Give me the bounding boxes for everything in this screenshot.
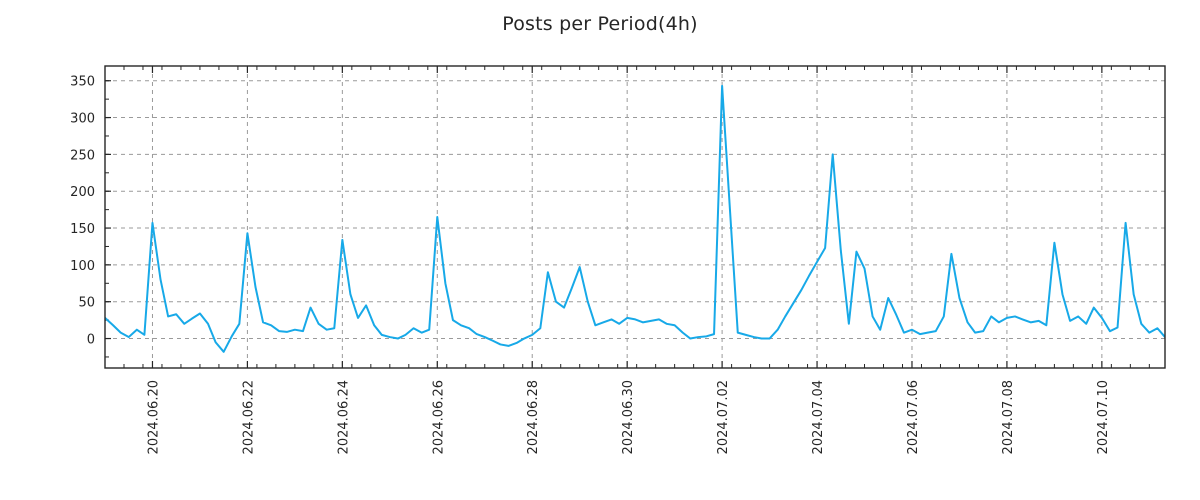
y-tick-label: 150	[70, 222, 95, 237]
x-tick-label: 2024.06.24	[336, 380, 351, 454]
y-tick-label: 100	[70, 259, 95, 274]
y-axis-tick-labels: 0 50 100 150 200 250 300 350	[70, 75, 95, 348]
x-tick-label: 2024.06.20	[146, 380, 161, 454]
plot-frame	[104, 65, 1166, 369]
y-tick-label: 350	[70, 75, 95, 90]
x-tick-label: 2024.06.28	[526, 380, 541, 454]
x-tick-label: 2024.07.02	[716, 380, 731, 454]
x-tick-label: 2024.07.08	[1001, 380, 1016, 454]
x-tick-label: 2024.07.04	[811, 380, 826, 454]
y-tick-label: 200	[70, 185, 95, 200]
x-tick-label: 2024.07.10	[1096, 380, 1111, 454]
x-tick-label: 2024.06.30	[621, 380, 636, 454]
page-title: Posts per Period(4h)	[502, 13, 698, 35]
y-tick-label: 0	[87, 333, 95, 348]
x-tick-label: 2024.06.22	[241, 380, 256, 454]
data-series	[105, 84, 1165, 353]
x-tick-label: 2024.07.06	[906, 380, 921, 454]
y-tick-label: 250	[70, 148, 95, 163]
plot-border	[104, 65, 1166, 369]
y-tick-label: 300	[70, 112, 95, 127]
x-axis-tick-labels: 2024.06.20 2024.06.22 2024.06.24 2024.06.26…	[146, 380, 1110, 454]
y-tick-label: 50	[78, 296, 95, 311]
x-tick-label: 2024.06.26	[431, 380, 446, 454]
series-line	[105, 84, 1165, 353]
